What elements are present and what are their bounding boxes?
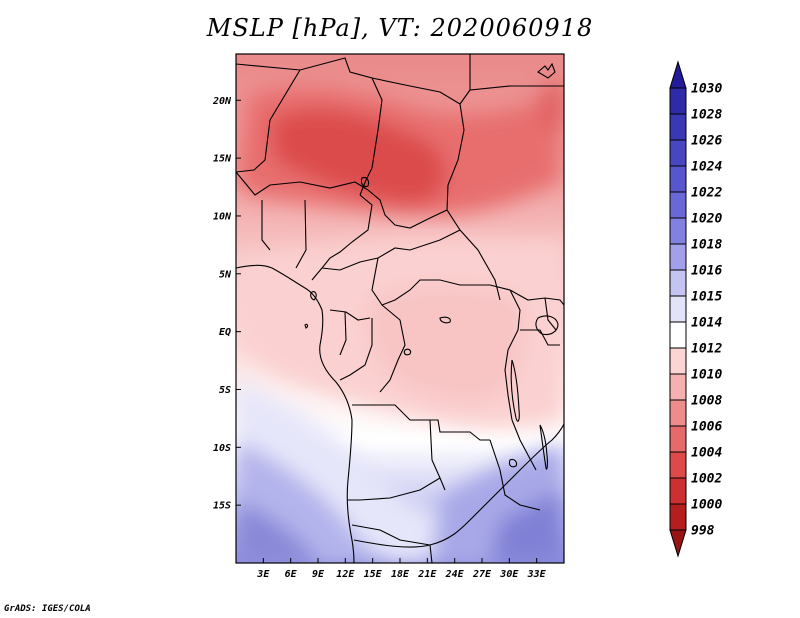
colorbar-label: 1018 bbox=[691, 238, 722, 253]
colorbar: 1030 1028 1026 1024 1022 1020 1018 1016 1015 1014… bbox=[669, 60, 722, 558]
colorbar-label: 1020 bbox=[691, 212, 722, 227]
chart-title: MSLP [hPa], VT: 2020060918 bbox=[206, 14, 594, 42]
colorbar-segment bbox=[669, 217, 687, 245]
y-tick-label: 5S bbox=[219, 385, 231, 396]
x-axis: 3E 6E 9E 12E 15E 18E 21E 24E 27E 30E 33E bbox=[256, 558, 547, 580]
colorbar-segment bbox=[669, 165, 687, 193]
x-tick-label: 6E bbox=[285, 569, 298, 580]
colorbar-top-arrow bbox=[669, 60, 687, 89]
country-borders bbox=[236, 54, 564, 563]
x-tick-label: 15E bbox=[364, 569, 383, 580]
colorbar-label: 1002 bbox=[691, 472, 722, 487]
colorbar-label: 1008 bbox=[691, 394, 722, 409]
x-tick-label: 33E bbox=[527, 569, 547, 580]
colorbar-label: 1016 bbox=[691, 264, 722, 279]
colorbar-segment bbox=[669, 503, 687, 531]
colorbar-segment bbox=[669, 321, 687, 349]
colorbar-segment bbox=[669, 347, 687, 375]
colorbar-label: 1006 bbox=[691, 420, 722, 435]
colorbar-label: 1014 bbox=[691, 316, 722, 331]
y-tick-label: 20N bbox=[212, 96, 232, 107]
x-tick-label: 27E bbox=[472, 569, 492, 580]
colorbar-segment bbox=[669, 191, 687, 219]
colorbar-label: 1022 bbox=[691, 186, 722, 201]
y-tick-label: EQ bbox=[219, 327, 231, 338]
x-tick-label: 12E bbox=[336, 569, 355, 580]
colorbar-segment bbox=[669, 139, 687, 167]
x-tick-label: 9E bbox=[312, 569, 325, 580]
colorbar-segment bbox=[669, 373, 687, 401]
grads-credit: GrADS: IGES/COLA bbox=[4, 604, 91, 614]
colorbar-segment bbox=[669, 243, 687, 271]
colorbar-label: 1010 bbox=[691, 368, 722, 383]
y-tick-label: 15N bbox=[213, 154, 232, 165]
colorbar-segment bbox=[669, 477, 687, 505]
colorbar-segment bbox=[669, 87, 687, 115]
colorbar-label: 998 bbox=[691, 524, 715, 539]
colorbar-label: 1030 bbox=[691, 82, 722, 97]
y-tick-label: 5N bbox=[219, 269, 232, 280]
colorbar-segment bbox=[669, 295, 687, 323]
y-tick-label: 10N bbox=[213, 211, 232, 222]
y-axis: 20N 15N 10N 5N EQ 5S 10S 15S bbox=[212, 96, 241, 512]
colorbar-label: 1028 bbox=[691, 108, 722, 123]
colorbar-label: 1004 bbox=[691, 446, 722, 461]
colorbar-label: 1012 bbox=[691, 342, 722, 357]
x-tick-label: 3E bbox=[256, 569, 270, 580]
colorbar-segment bbox=[669, 399, 687, 427]
colorbar-label: 1015 bbox=[691, 290, 722, 305]
colorbar-label: 1026 bbox=[691, 134, 722, 149]
colorbar-segment bbox=[669, 113, 687, 141]
x-tick-label: 21E bbox=[417, 569, 437, 580]
pressure-field bbox=[236, 54, 564, 563]
colorbar-label: 1000 bbox=[691, 498, 722, 513]
colorbar-segment bbox=[669, 425, 687, 453]
y-tick-label: 15S bbox=[213, 501, 231, 512]
colorbar-bottom-arrow bbox=[669, 529, 687, 558]
x-tick-label: 30E bbox=[499, 569, 519, 580]
x-tick-label: 18E bbox=[391, 569, 410, 580]
colorbar-segment bbox=[669, 269, 687, 297]
y-tick-label: 10S bbox=[213, 443, 231, 454]
colorbar-segment bbox=[669, 451, 687, 479]
x-tick-label: 24E bbox=[445, 569, 465, 580]
colorbar-label: 1024 bbox=[691, 160, 722, 175]
